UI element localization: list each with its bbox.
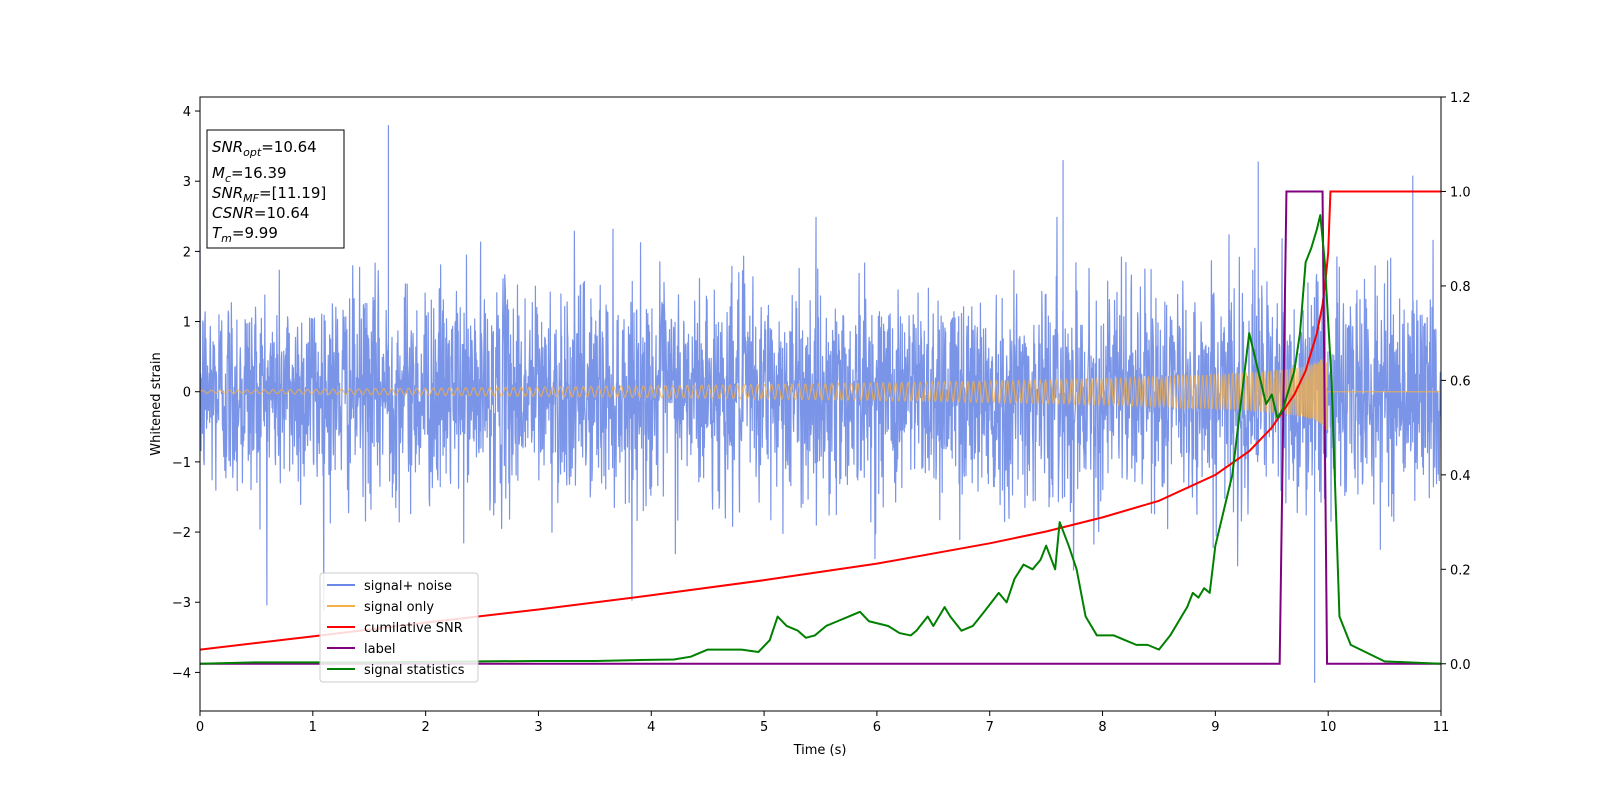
x-tick-label: 9 [1211, 720, 1219, 735]
y-axis-label: Whitened strain [149, 352, 164, 455]
y2-axis-ticks: 0.0 0.2 0.4 0.6 0.8 1.0 1.2 [1441, 91, 1471, 673]
y2-tick-label: 0.0 [1450, 658, 1471, 673]
y-tick-label: −1 [172, 456, 191, 471]
y2-tick-label: 0.6 [1450, 374, 1471, 389]
series-label [200, 190, 1441, 665]
y-tick-label: 4 [183, 105, 191, 120]
info-snr-mf: SNRMF=[11.19] [212, 184, 326, 205]
info-snr-opt: SNRopt=10.64 [212, 138, 317, 159]
y2-tick-label: 0.2 [1450, 563, 1471, 578]
legend-label-signal-statistics: signal statistics [364, 663, 465, 678]
x-tick-label: 0 [196, 720, 204, 735]
x-tick-label: 11 [1433, 720, 1450, 735]
y2-tick-label: 1.0 [1450, 185, 1471, 200]
y-tick-label: 1 [183, 316, 191, 331]
y-tick-label: 0 [183, 386, 191, 401]
legend: signal+ noise signal only cumilative SNR… [319, 572, 479, 683]
legend-label-signal-only: signal only [364, 600, 434, 615]
x-tick-label: 6 [873, 720, 881, 735]
series-layer [200, 125, 1441, 683]
y2-tick-label: 1.2 [1450, 91, 1471, 106]
y-tick-label: −3 [172, 596, 191, 611]
x-tick-label: 2 [421, 720, 429, 735]
info-tm: Tm=9.99 [212, 224, 278, 245]
x-tick-label: 7 [986, 720, 994, 735]
legend-label-label: label [364, 642, 395, 657]
x-tick-label: 1 [309, 720, 317, 735]
plot-frame [199, 96, 1442, 712]
legend-label-signal-noise: signal+ noise [364, 579, 452, 594]
y2-tick-label: 0.4 [1450, 469, 1471, 484]
info-box-frame [206, 129, 345, 249]
info-mc: Mc=16.39 [212, 164, 287, 185]
x-axis-label: Time (s) [793, 743, 847, 758]
x-axis-ticks: 0 1 2 3 4 5 6 7 8 9 10 11 [196, 711, 1449, 735]
x-tick-label: 10 [1320, 720, 1337, 735]
x-tick-label: 4 [647, 720, 655, 735]
legend-label-cumulative-snr: cumilative SNR [364, 621, 463, 636]
x-tick-label: 8 [1098, 720, 1106, 735]
series-signal-only [200, 356, 1441, 430]
series-signal-statistics [200, 214, 1441, 665]
y-tick-label: −2 [172, 526, 191, 541]
y-tick-label: −4 [172, 666, 191, 681]
x-tick-label: 5 [760, 720, 768, 735]
y2-tick-label: 0.8 [1450, 280, 1471, 295]
info-box: SNRopt=10.64 Mc=16.39 SNRMF=[11.19] CSNR… [206, 129, 345, 249]
y-axis-ticks: −4 −3 −2 −1 0 1 2 3 4 [172, 105, 200, 681]
x-tick-label: 3 [534, 720, 542, 735]
info-csnr: CSNR=10.64 [212, 204, 309, 222]
y-tick-label: 2 [183, 245, 191, 260]
legend-frame [319, 572, 479, 683]
y-tick-label: 3 [183, 175, 191, 190]
series-signal-noise [200, 125, 1441, 683]
